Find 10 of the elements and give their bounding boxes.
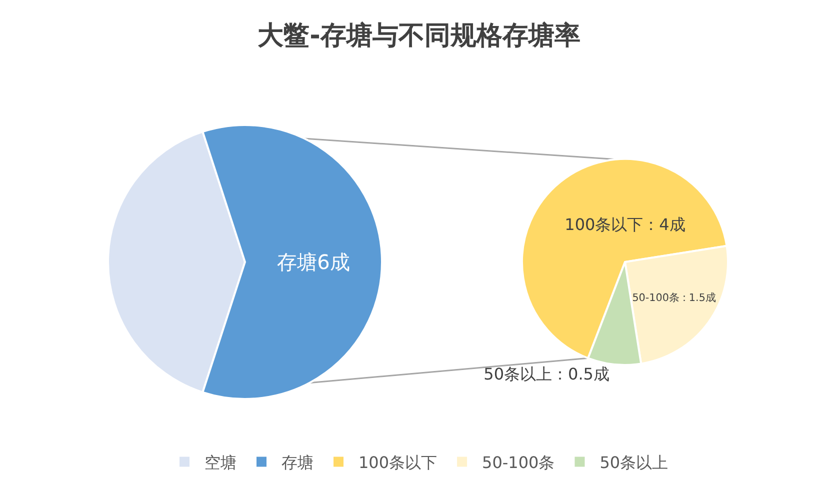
legend-label: 50条以上 <box>600 452 668 472</box>
chart-title: 大鳖-存塘与不同规格存塘率 <box>258 21 580 52</box>
legend-label: 存塘 <box>282 452 314 472</box>
data-label: 50-100条：1.5成 <box>632 292 716 304</box>
legend-label: 100条以下 <box>358 452 438 472</box>
data-label: 存塘6成 <box>277 250 350 274</box>
data-label: 50条以上：0.5成 <box>484 364 610 384</box>
data-label: 100条以下：4成 <box>564 214 686 234</box>
legend-label: 空塘 <box>204 452 236 472</box>
legend-label: 50-100条 <box>482 452 555 472</box>
